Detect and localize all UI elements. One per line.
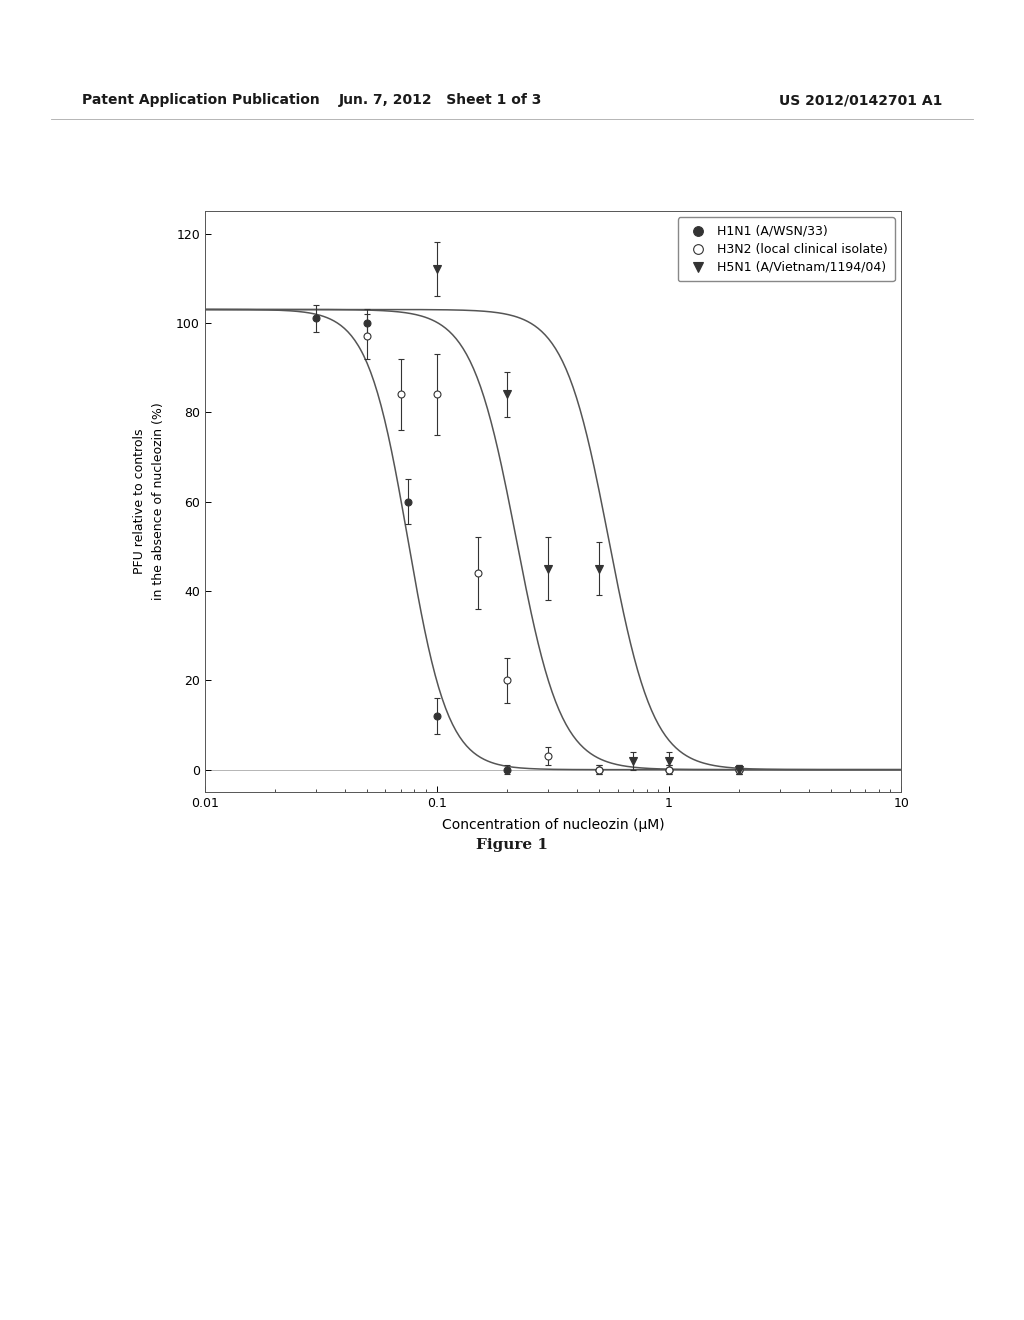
Text: Figure 1: Figure 1: [476, 838, 548, 853]
X-axis label: Concentration of nucleozin (μM): Concentration of nucleozin (μM): [441, 818, 665, 832]
Y-axis label: PFU relative to controls
in the absence of nucleozin (%): PFU relative to controls in the absence …: [133, 403, 165, 601]
Text: US 2012/0142701 A1: US 2012/0142701 A1: [778, 94, 942, 107]
Text: Patent Application Publication: Patent Application Publication: [82, 94, 319, 107]
Legend: H1N1 (A/WSN/33), H3N2 (local clinical isolate), H5N1 (A/Vietnam/1194/04): H1N1 (A/WSN/33), H3N2 (local clinical is…: [678, 218, 895, 281]
Text: Jun. 7, 2012   Sheet 1 of 3: Jun. 7, 2012 Sheet 1 of 3: [339, 94, 542, 107]
